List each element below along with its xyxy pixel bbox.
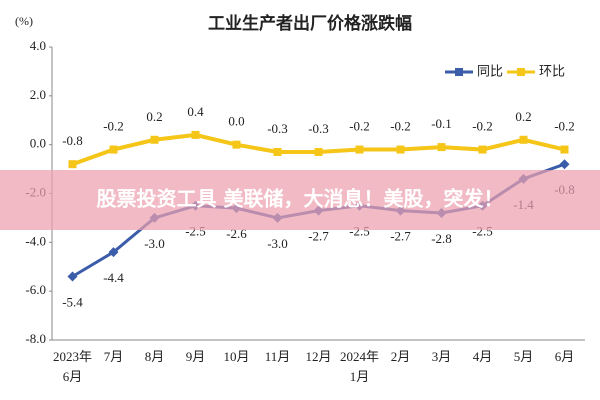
x-tick-label: 6月 <box>555 349 575 364</box>
point <box>108 247 119 258</box>
x-tick-label-line: 1月 <box>350 369 370 384</box>
data-label: 0.0 <box>228 114 244 129</box>
point <box>150 135 159 144</box>
y-tick-label: -8.0 <box>25 331 46 346</box>
point <box>478 145 487 154</box>
point <box>437 143 446 152</box>
legend-label: 同比 <box>477 65 503 80</box>
banner-text: 股票投资工具 美联储，大消息！美股，突发！ <box>97 187 504 211</box>
x-tick-label: 7月 <box>104 349 124 364</box>
x-tick-label: 2月 <box>391 349 411 364</box>
data-label: -0.8 <box>62 133 83 148</box>
data-label: -3.0 <box>144 236 165 251</box>
point <box>355 145 364 154</box>
x-tick-label-line: 6月 <box>63 369 83 384</box>
data-label: -0.1 <box>431 116 452 131</box>
data-label: -0.2 <box>103 119 124 134</box>
point <box>273 147 282 156</box>
x-tick-label-line: 2024年 <box>340 349 379 364</box>
data-label: -0.2 <box>390 119 411 134</box>
data-label: -5.4 <box>62 295 83 310</box>
y-tick-label: 2.0 <box>30 87 46 102</box>
data-label: -0.3 <box>267 121 288 136</box>
point <box>560 145 569 154</box>
data-label: -0.3 <box>308 121 329 136</box>
y-tick-label: 4.0 <box>30 38 46 53</box>
y-tick-label: -4.0 <box>25 233 46 248</box>
data-label: 0.2 <box>146 109 162 124</box>
x-tick-label: 2024年 1月 <box>340 349 379 384</box>
data-label: 0.4 <box>187 104 204 119</box>
y-axis-label: (%) <box>15 14 33 28</box>
point <box>109 145 118 154</box>
legend-swatch-marker <box>455 68 463 76</box>
data-label: -4.4 <box>103 270 124 285</box>
y-tick-label: 0.0 <box>30 136 46 151</box>
data-label: -2.7 <box>390 229 411 244</box>
x-tick-label: 9月 <box>186 349 206 364</box>
legend-label: 环比 <box>539 65 565 80</box>
banner-background <box>0 170 600 230</box>
point <box>67 271 78 282</box>
chart-title: 工业生产者出厂价格涨跌幅 <box>208 13 412 34</box>
point <box>519 135 528 144</box>
data-label: -0.2 <box>472 119 493 134</box>
point <box>232 140 241 149</box>
x-tick-label: 5月 <box>514 349 534 364</box>
data-label: 0.2 <box>515 109 531 124</box>
data-label: -2.8 <box>431 231 452 246</box>
x-tick-label-line: 2023年 <box>53 349 92 364</box>
data-label: -0.2 <box>349 119 370 134</box>
x-tick-label: 11月 <box>265 349 291 364</box>
point <box>396 145 405 154</box>
x-tick-label: 12月 <box>305 349 331 364</box>
x-tick-label: 10月 <box>223 349 249 364</box>
data-label: -2.7 <box>308 229 329 244</box>
x-tick-label: 3月 <box>432 349 452 364</box>
y-tick-label: -6.0 <box>25 282 46 297</box>
data-label: -0.2 <box>554 119 575 134</box>
point <box>559 159 570 170</box>
x-tick-label: 4月 <box>473 349 493 364</box>
data-label: -3.0 <box>267 236 288 251</box>
x-tick-label: 8月 <box>145 349 165 364</box>
point <box>314 147 323 156</box>
x-tick-label: 2023年 6月 <box>53 349 92 384</box>
point <box>68 160 77 169</box>
legend-swatch-marker <box>517 68 525 76</box>
point <box>191 130 200 139</box>
